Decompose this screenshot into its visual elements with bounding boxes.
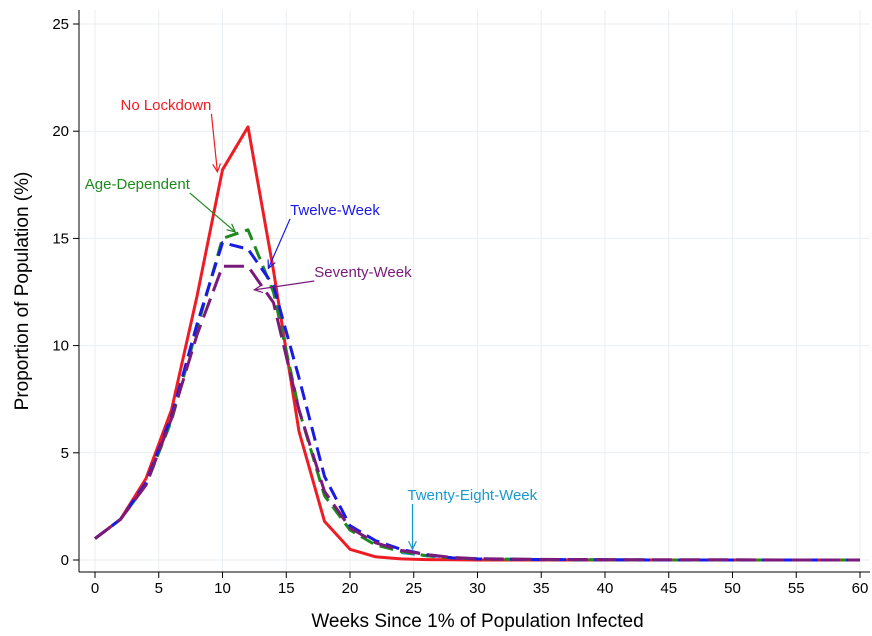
annotations: No Lockdown Age-Dependent Twelve-Week Seven… — [85, 97, 538, 551]
x-tick-label: 10 — [214, 580, 231, 597]
tick-labels: 0 5 10 15 20 25 30 35 40 45 50 55 60 0 5 10 15 20 25 — [52, 16, 868, 597]
x-tick-label: 55 — [788, 580, 805, 597]
x-tick-label: 5 — [155, 580, 163, 597]
y-tick-label: 20 — [52, 123, 69, 140]
annotation-arrow-seventy-week — [254, 280, 315, 291]
annotation-no-lockdown: No Lockdown — [121, 97, 212, 114]
annotation-twenty-eight-week: Twenty-Eight-Week — [407, 487, 537, 504]
y-tick-label: 0 — [61, 552, 69, 569]
x-tick-label: 30 — [469, 580, 486, 597]
annotation-arrow-twelve-week — [267, 218, 291, 269]
x-tick-label: 0 — [91, 580, 99, 597]
x-tick-label: 25 — [405, 580, 422, 597]
x-tick-label: 35 — [533, 580, 550, 597]
axes — [73, 10, 870, 578]
annotation-arrowhead-twelve-week — [267, 259, 276, 270]
x-tick-label: 50 — [724, 580, 741, 597]
annotation-arrow-age-dependent — [189, 192, 236, 233]
series-lines — [94, 125, 860, 562]
annotation-twelve-week: Twelve-Week — [290, 202, 380, 219]
series-line-seventy-week — [94, 264, 860, 562]
y-axis-label: Proportion of Population (%) — [12, 172, 33, 411]
x-tick-label: 20 — [342, 580, 359, 597]
annotation-arrowhead-seventy-week — [253, 284, 264, 294]
annotation-arrowhead-twenty-eight-week — [408, 540, 417, 551]
annotation-arrow-no-lockdown — [210, 113, 218, 172]
y-tick-label: 10 — [52, 338, 69, 355]
y-tick-label: 15 — [52, 230, 69, 247]
x-axis-label: Weeks Since 1% of Population Infected — [311, 611, 643, 632]
annotation-seventy-week: Seventy-Week — [314, 264, 412, 281]
annotation-arrowhead-no-lockdown — [212, 163, 222, 174]
x-tick-label: 40 — [597, 580, 614, 597]
x-tick-label: 45 — [660, 580, 677, 597]
y-tick-label: 25 — [52, 16, 69, 33]
annotation-arrowhead-age-dependent — [226, 223, 237, 233]
x-tick-label: 15 — [278, 580, 295, 597]
x-tick-label: 60 — [852, 580, 869, 597]
annotation-age-dependent: Age-Dependent — [85, 176, 191, 193]
y-tick-label: 5 — [61, 445, 69, 462]
